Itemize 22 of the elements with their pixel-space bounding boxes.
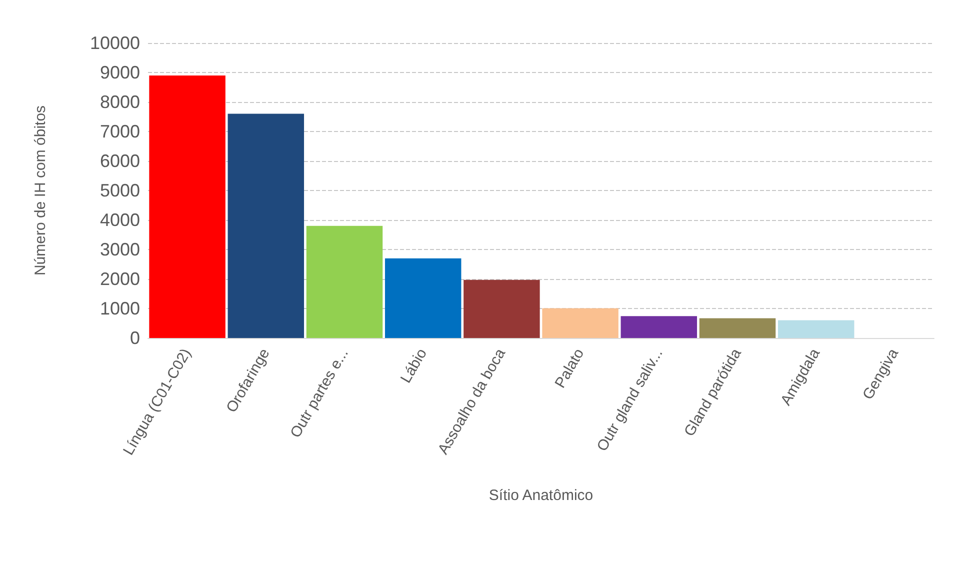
bar bbox=[306, 226, 383, 338]
bar bbox=[699, 318, 776, 338]
y-tick-label: 5000 bbox=[100, 180, 140, 200]
y-tick-label: 6000 bbox=[100, 151, 140, 171]
y-tick-label: 0 bbox=[130, 328, 140, 348]
bar bbox=[384, 258, 462, 338]
y-tick-label: 4000 bbox=[100, 210, 140, 230]
y-tick-label: 9000 bbox=[100, 62, 140, 82]
bar bbox=[620, 316, 698, 338]
y-tick-label: 7000 bbox=[100, 122, 140, 142]
bar bbox=[464, 280, 540, 338]
y-tick-label: 10000 bbox=[90, 33, 140, 53]
x-axis-title: Sítio Anatômico bbox=[488, 487, 594, 504]
bar bbox=[228, 114, 304, 338]
y-tick-label: 2000 bbox=[100, 269, 140, 289]
y-tick-label: 1000 bbox=[100, 298, 140, 318]
bar bbox=[149, 75, 226, 338]
y-tick-label: 3000 bbox=[100, 240, 140, 260]
y-axis-title: Número de IH com óbitos bbox=[32, 105, 49, 276]
bar bbox=[778, 320, 854, 338]
y-tick-label: 8000 bbox=[100, 92, 140, 112]
bar bbox=[542, 308, 618, 338]
